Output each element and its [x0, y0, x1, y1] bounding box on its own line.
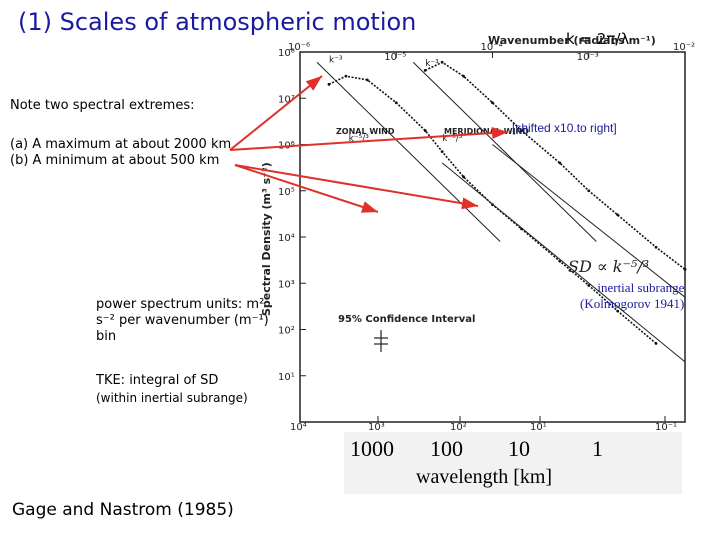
shifted-note: [shifted x10.to right] — [512, 121, 617, 135]
annotation-arrow — [229, 127, 509, 151]
top-tick-label: 10⁻² — [673, 42, 695, 53]
wavenumber-definition: k = 2π/λ — [566, 30, 630, 48]
y-tick-label: 10⁵ — [278, 187, 295, 198]
note-minimum: (b) A minimum at about 500 km — [10, 153, 220, 168]
series-point — [344, 74, 348, 78]
series-point — [462, 175, 465, 179]
bottom-tick-label: 10¹ — [530, 422, 547, 433]
series-point — [327, 82, 331, 86]
annotation-arrow — [234, 164, 379, 213]
reference-slope-line — [441, 162, 686, 363]
series-point — [440, 150, 444, 154]
wavelength-tick: 10 — [508, 436, 530, 461]
reference-slope-label: k⁻⁵/³ — [442, 134, 463, 144]
y-axis-label: Spectral Density (m³ s⁻²) — [260, 162, 273, 316]
series-point — [654, 245, 658, 249]
reference-slope-line — [492, 144, 686, 298]
series-point — [683, 267, 687, 271]
reference-slope-line — [412, 61, 597, 242]
series-point — [423, 129, 427, 132]
note-heading: Note two spectral extremes: — [10, 98, 195, 113]
wavelength-tick: 1000 — [350, 436, 394, 461]
y-tick-label: 10⁷ — [278, 94, 295, 105]
series-point — [520, 129, 523, 132]
wavelength-axis-box — [344, 432, 682, 494]
y-tick-label: 10² — [278, 326, 295, 337]
series-point — [440, 60, 444, 64]
wavelength-tick: 100 — [430, 436, 463, 461]
series-point — [616, 213, 620, 217]
annotation-arrow — [229, 75, 323, 151]
y-tick-label: 10⁴ — [278, 233, 295, 244]
reference-slope-label: k⁻³ — [329, 55, 343, 65]
bottom-tick-label: 10⁻¹ — [655, 422, 677, 433]
zonal-wind-label: ZONAL WIND — [336, 127, 395, 136]
series-point — [491, 101, 494, 105]
series-point — [616, 309, 620, 313]
top-tick-label: 10⁻⁶ — [288, 42, 310, 53]
y-tick-label: 10⁸ — [278, 48, 295, 59]
y-tick-label: 10³ — [278, 279, 295, 290]
top-tick-label: 10⁻⁵ — [384, 52, 406, 63]
inertial-line-2: (Kolmogorov 1941) — [580, 296, 685, 311]
note-maximum: (a) A maximum at about 2000 km — [10, 137, 232, 152]
bottom-tick-label: 10⁴ — [290, 422, 307, 433]
meridional-wind-label: MERIDIONAL WIND — [444, 127, 529, 136]
reference-slope-label: k⁻⁵/³ — [349, 134, 370, 144]
tke-sublabel: (within inertial subrange) — [96, 391, 248, 405]
series-point — [558, 259, 562, 263]
series-point — [587, 189, 591, 193]
sd-proportional-label: SD ∝ k⁻⁵/³ — [568, 257, 649, 276]
series-line-meridional — [424, 61, 686, 270]
inertial-line-1: inertial subrange — [597, 280, 685, 295]
reference-slope-label: k⁻³ — [425, 59, 439, 69]
series-point — [365, 78, 369, 82]
slide-title: (1) Scales of atmospheric motion — [18, 8, 417, 36]
series-point — [558, 161, 562, 165]
inertial-subrange-note: inertial subrange (Kolmogorov 1941) — [580, 280, 684, 312]
series-point — [654, 342, 658, 345]
top-axis-label: Wavenumber (radians m⁻¹) — [488, 34, 656, 47]
series-point — [423, 69, 427, 72]
power-spectrum-units: power spectrum units: m² s⁻² per wavenum… — [96, 297, 269, 344]
series-point — [462, 74, 465, 78]
series-point — [587, 283, 591, 287]
reference-slope-line — [316, 61, 501, 242]
series-point — [394, 101, 398, 105]
source-credit: Gage and Nastrom (1985) — [12, 500, 234, 520]
tke-label: TKE: integral of SD — [96, 373, 219, 388]
plot-frame — [299, 51, 686, 423]
top-tick-label: 10⁻⁴ — [481, 42, 503, 53]
bottom-tick-label: 10³ — [368, 422, 385, 433]
confidence-interval-label: 95% Confidence Interval — [338, 314, 475, 325]
top-tick-label: 10⁻³ — [577, 52, 599, 63]
y-tick-label: 10¹ — [278, 372, 295, 383]
wavelength-tick: 1 — [592, 436, 603, 461]
annotation-arrow — [234, 164, 479, 210]
bottom-tick-label: 10² — [450, 422, 467, 433]
wavelength-axis-label: wavelength [km] — [416, 466, 553, 488]
